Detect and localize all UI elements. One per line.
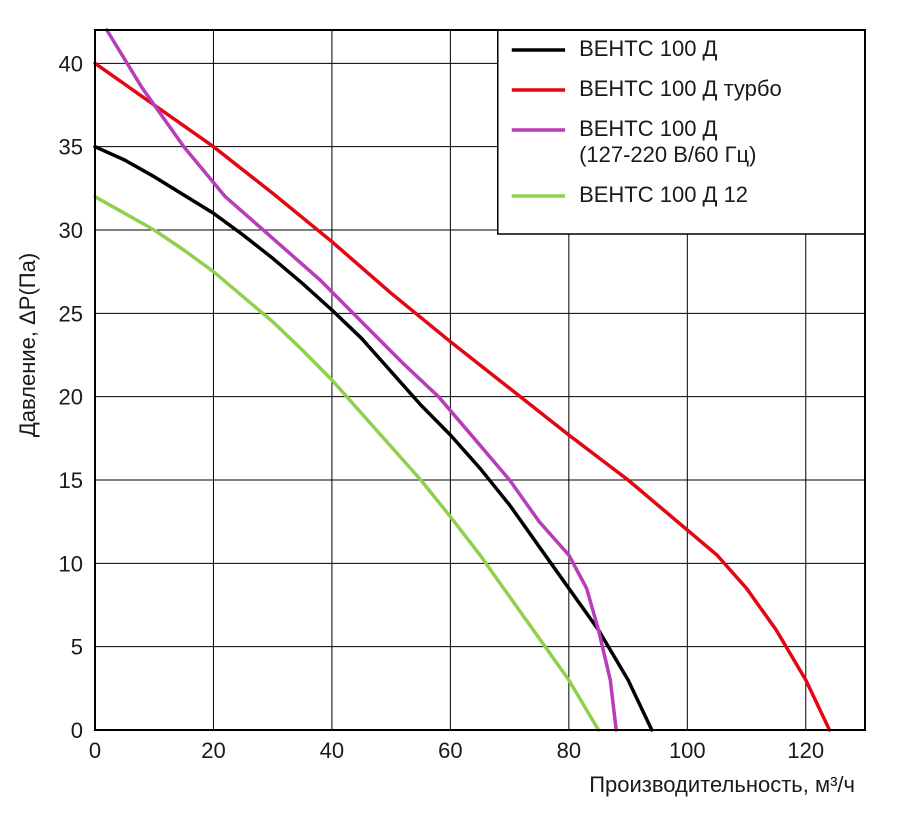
y-tick-label: 5: [71, 635, 83, 660]
x-tick-label: 40: [320, 738, 344, 763]
y-tick-label: 0: [71, 718, 83, 743]
chart-svg: 0 20 40 60 80 100 120 0 5 10 15 20 25 30 35 40 Давление,…: [0, 0, 900, 814]
x-tick-label: 120: [787, 738, 824, 763]
y-axis-label: Давление, ΔP(Па): [15, 253, 40, 437]
legend: ВЕНТС 100 ДВЕНТС 100 Д турбоВЕНТС 100 Д(…: [498, 30, 865, 234]
y-tick-label: 40: [59, 51, 83, 76]
y-tick-label: 15: [59, 468, 83, 493]
y-tick-label: 10: [59, 551, 83, 576]
legend-label-vents-100-d-127-220: ВЕНТС 100 Д: [579, 116, 717, 141]
x-tick-label: 100: [669, 738, 706, 763]
y-tick-label: 25: [59, 301, 83, 326]
x-tick-label: 20: [201, 738, 225, 763]
x-axis-label: Производительность, м³/ч: [589, 772, 855, 797]
x-tick-label: 60: [438, 738, 462, 763]
x-tick-labels: 0 20 40 60 80 100 120: [89, 738, 824, 763]
pressure-vs-flow-chart: 0 20 40 60 80 100 120 0 5 10 15 20 25 30 35 40 Давление,…: [0, 0, 900, 814]
y-tick-label: 35: [59, 135, 83, 160]
legend-label-vents-100-d: ВЕНТС 100 Д: [579, 36, 717, 61]
y-tick-label: 20: [59, 385, 83, 410]
y-tick-label: 30: [59, 218, 83, 243]
legend-label-vents-100-d-127-220: (127-220 В/60 Гц): [579, 142, 756, 167]
legend-label-vents-100-d12: ВЕНТС 100 Д 12: [579, 182, 748, 207]
x-tick-label: 0: [89, 738, 101, 763]
y-tick-labels: 0 5 10 15 20 25 30 35 40: [59, 51, 83, 743]
x-tick-label: 80: [557, 738, 581, 763]
legend-label-vents-100-d-turbo: ВЕНТС 100 Д турбо: [579, 76, 782, 101]
